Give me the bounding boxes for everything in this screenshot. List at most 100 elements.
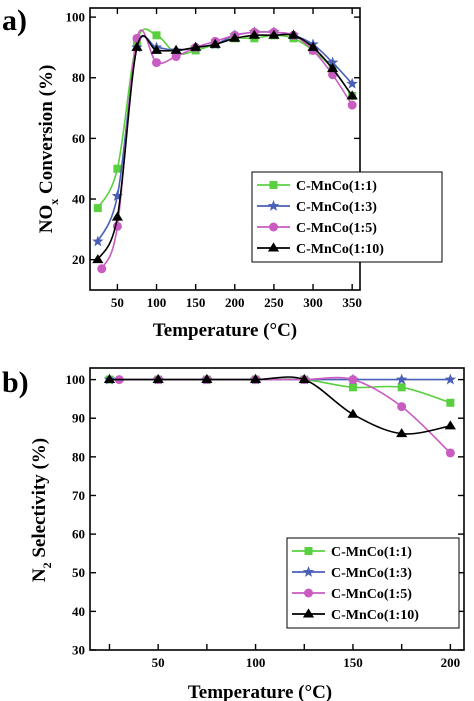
x-tick-label: 100: [147, 295, 167, 310]
y-tick-label: 100: [66, 372, 86, 387]
chart-panel-1: a) 20 40 60 80 100 50 100 150 200 250 300 350 Tempera…: [2, 4, 443, 341]
data-point-3-1: [97, 264, 107, 274]
data-point-4-14: [346, 90, 358, 100]
data-point-3-14: [347, 100, 357, 110]
data-point-4-5: [170, 44, 182, 54]
legend-marker: [267, 242, 280, 252]
data-point-4-1: [92, 254, 104, 264]
x-tick-label: 200: [441, 655, 461, 670]
data-point-4-10: [268, 29, 280, 39]
data-point-3-5: [171, 52, 181, 62]
legend-marker: [304, 588, 313, 598]
y-axis-title-main: NO: [36, 205, 57, 234]
y-tick-label: 60: [72, 131, 85, 146]
data-point-1-6: [348, 383, 357, 392]
data-point-4-13: [327, 63, 339, 73]
x-tick-label: 50: [152, 655, 165, 670]
data-point-4-3: [201, 373, 213, 384]
plot-frame: [89, 367, 465, 651]
data-point-1-8: [446, 398, 455, 407]
data-point-1-1: [93, 204, 102, 213]
data-point-4-4: [150, 44, 163, 54]
legend-label: C-MnCo(1:5): [331, 587, 412, 602]
data-point-4-12: [307, 41, 319, 51]
data-point-4-1: [103, 373, 116, 384]
data-point-3-4: [152, 58, 162, 68]
data-point-4-3: [131, 41, 143, 51]
chart-panel-2: b) 30 40 50 60 70 80 90 100 50 100 150 200 Temperatur…: [2, 366, 465, 701]
data-point-4-11: [287, 29, 300, 39]
legend-marker: [269, 222, 278, 232]
legend-marker: [269, 181, 278, 189]
data-point-4-9: [248, 29, 260, 39]
data-point-1-2: [113, 164, 122, 173]
x-tick-label: 300: [303, 295, 323, 310]
data-point-1-7: [397, 383, 406, 392]
data-point-3-6: [348, 375, 358, 385]
x-tick-label: 150: [343, 655, 363, 670]
data-point-2-1: [92, 235, 104, 247]
x-tick-label: 100: [246, 655, 266, 670]
x-tick-label: 50: [111, 295, 124, 310]
y-axis-title-sub: 2: [40, 562, 54, 568]
y-tick-label: 80: [72, 449, 85, 464]
legend-marker: [304, 547, 313, 555]
y-tick-label: 90: [72, 411, 85, 426]
x-tick-label: 250: [264, 295, 284, 310]
legend-label: C-MnCo(1:10): [331, 608, 419, 623]
data-point-1-4: [152, 31, 161, 40]
data-point-2-2: [111, 190, 124, 201]
legend-label: C-MnCo(1:1): [331, 545, 412, 560]
x-tick-label: 350: [342, 295, 362, 310]
data-point-4-4: [249, 373, 262, 384]
data-point-2-8: [444, 373, 457, 385]
legend-label: C-MnCo(1:3): [296, 200, 377, 215]
data-point-4-5: [298, 373, 310, 384]
legend: C-MnCo(1:1) C-MnCo(1:3) C-MnCo(1:5) C-MnCo(…: [286, 537, 460, 629]
y-tick-label: 30: [72, 643, 85, 658]
x-axis-title: Temperature (°C): [188, 682, 332, 701]
data-point-4-8: [229, 32, 241, 42]
legend: C-MnCo(1:1) C-MnCo(1:3) C-MnCo(1:5) C-MnCo(…: [251, 171, 443, 263]
data-point-4-2: [152, 373, 164, 384]
y-axis-title: N2 Selectivity (%): [29, 438, 54, 582]
legend-marker: [302, 566, 315, 577]
data-point-4-6: [347, 408, 359, 418]
y-axis-title-main: N: [29, 568, 50, 582]
legend-marker: [302, 608, 315, 618]
data-point-2-7: [395, 373, 408, 385]
legend-label: C-MnCo(1:5): [296, 221, 377, 236]
y-tick-label: 40: [72, 192, 85, 207]
data-point-2-13: [326, 56, 339, 68]
data-point-2-14: [346, 77, 358, 89]
y-tick-label: 40: [72, 604, 85, 619]
x-tick-label: 200: [225, 295, 245, 310]
y-tick-label: 80: [72, 70, 85, 85]
y-tick-label: 50: [72, 565, 85, 580]
x-tick-label: 150: [186, 295, 206, 310]
y-tick-label: 70: [72, 488, 85, 503]
plot-frame: [89, 7, 361, 291]
series-line-4: [109, 376, 451, 435]
x-axis-title: Temperature (°C): [153, 320, 297, 341]
y-tick-label: 100: [66, 10, 86, 25]
data-point-4-6: [190, 41, 202, 51]
y-axis-title: NOx Conversion (%): [36, 65, 61, 234]
data-point-4-7: [396, 428, 408, 438]
y-tick-label: 60: [72, 527, 85, 542]
data-point-4-2: [111, 211, 123, 221]
legend-box: [251, 171, 443, 263]
y-axis-title-rest: Conversion (%): [36, 65, 57, 199]
panel-letter: a): [2, 4, 27, 37]
y-tick-label: 20: [72, 252, 85, 267]
legend-marker: [267, 200, 280, 211]
data-point-3-7: [397, 402, 407, 412]
data-point-4-7: [209, 38, 221, 48]
data-point-4-8: [444, 420, 456, 430]
panel-letter: b): [2, 366, 29, 399]
legend-label: C-MnCo(1:10): [296, 242, 384, 257]
legend-box: [286, 537, 460, 629]
y-axis-title-sub: x: [47, 199, 61, 205]
legend-label: C-MnCo(1:1): [296, 179, 377, 194]
